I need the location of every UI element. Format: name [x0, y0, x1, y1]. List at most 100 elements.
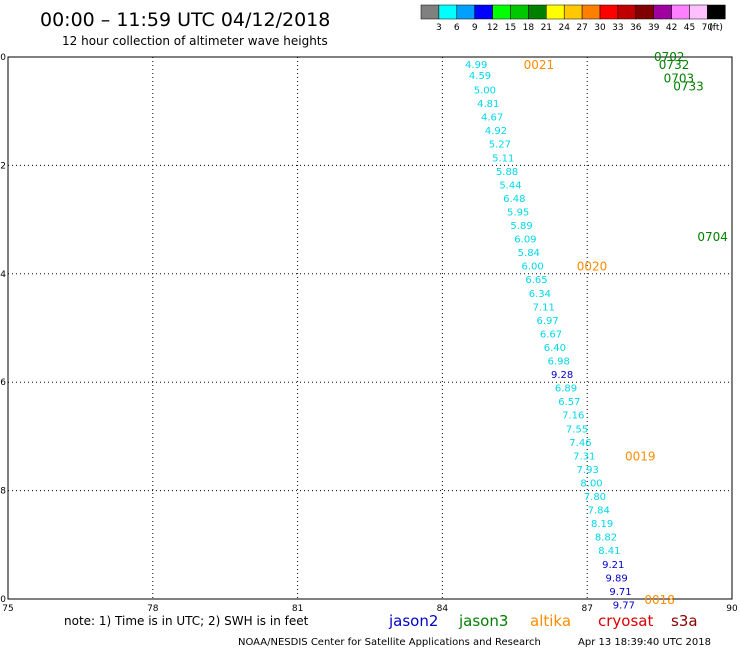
wave-height-value: 8.82 [595, 533, 617, 544]
y-tick-label: -2 [0, 161, 6, 171]
y-tick-label: -10 [0, 595, 6, 605]
color-scale-swatch [599, 4, 619, 20]
wave-height-value: 7.84 [588, 506, 610, 517]
color-scale-swatch [653, 4, 672, 20]
wave-height-value: 4.81 [477, 99, 499, 110]
color-scale-label: 36 [630, 23, 642, 33]
pass-time-label: 0702 [654, 50, 685, 64]
wave-height-value: 8.00 [580, 478, 602, 489]
color-scale-legend: 3 6 9 12 15 18 21 24 27 30 33 36 39 42 45 70(ft) [420, 4, 726, 33]
color-scale-swatch [689, 4, 708, 20]
y-axis-ticks: 0 -2 -4 -6 -8 -10 [0, 53, 6, 605]
pass-time-label: 0704 [697, 230, 728, 244]
pass-time-label: 0703 [664, 72, 695, 86]
wave-height-value: 6.57 [558, 397, 580, 408]
x-tick-label: 87 [581, 604, 592, 614]
wave-height-value: 5.00 [474, 86, 496, 97]
wave-height-value: 6.89 [555, 384, 577, 395]
color-scale-label: 42 [666, 23, 677, 33]
wave-height-value: 5.27 [489, 140, 511, 151]
y-tick-label: -6 [0, 378, 6, 388]
x-tick-label: 78 [147, 604, 159, 614]
color-scale-swatch [707, 4, 726, 20]
wave-height-value: 9.89 [606, 573, 628, 584]
x-tick-label: 75 [2, 604, 13, 614]
pass-time-label: 0733 [673, 80, 704, 94]
satellite-legend-jason2: jason2 [388, 612, 438, 630]
note-text: note: 1) Time is in UTC; 2) SWH is in fe… [64, 614, 309, 628]
pass-time-label: 0020 [577, 260, 608, 274]
wave-height-value: 6.40 [544, 343, 566, 354]
wave-height-value: 9.77 [613, 600, 635, 611]
wave-height-value: 7.93 [577, 465, 599, 476]
wave-height-value: 7.16 [562, 411, 584, 422]
color-scale-label: 30 [594, 23, 606, 33]
footer-timestamp: Apr 13 18:39:40 UTC 2018 [578, 637, 711, 648]
wave-height-value: 5.84 [518, 248, 540, 259]
wave-height-value: 9.28 [551, 370, 573, 381]
wave-height-value: 9.71 [609, 587, 631, 598]
color-scale-swatch [510, 4, 529, 20]
wave-height-value: 5.95 [507, 207, 529, 218]
plot-border [7, 56, 733, 600]
wave-height-value: 6.00 [522, 262, 544, 273]
color-scale-swatch [420, 4, 440, 20]
color-scale-swatch [438, 4, 458, 20]
wave-height-value: 5.88 [496, 167, 518, 178]
color-scale-label: 15 [505, 23, 516, 33]
wave-height-value: 5.44 [499, 180, 521, 191]
pass-time-label: 0019 [625, 449, 656, 463]
wave-height-value: 4.99 [465, 60, 487, 71]
color-scale-label: 9 [472, 23, 478, 33]
footer-credit: NOAA/NESDIS Center for Satellite Applica… [238, 637, 541, 648]
satellite-legend-jason3: jason3 [458, 612, 508, 630]
wave-height-value: 9.21 [602, 560, 624, 571]
color-scale-unit: (ft) [709, 23, 723, 33]
color-scale-label: 18 [523, 23, 535, 33]
satellite-legend-s3a: s3a [671, 612, 698, 630]
color-scale-swatch [671, 4, 690, 20]
chart-title: 00:00 – 11:59 UTC 04/12/2018 [40, 9, 330, 31]
y-tick-label: 0 [0, 53, 6, 63]
wave-height-value: 6.48 [503, 194, 525, 205]
x-axis-ticks: 75 78 81 84 87 90 [2, 604, 738, 614]
color-scale-swatch [474, 4, 493, 20]
color-scale-label: 21 [541, 23, 552, 33]
color-scale-swatch [456, 4, 475, 20]
pass-time-label: 0018 [644, 593, 675, 607]
color-scale-swatch [581, 4, 601, 20]
wave-height-points: 4.994.59 5.00 4.81 4.67 4.92 5.27 5.11 5.88 5.44… [465, 60, 635, 611]
wave-height-value: 8.41 [598, 546, 620, 557]
color-scale-label: 45 [684, 23, 695, 33]
wave-height-value: 8.19 [591, 519, 613, 530]
wave-height-value: 6.97 [536, 316, 558, 327]
wave-height-value: 7.80 [584, 492, 606, 503]
wave-height-value: 4.92 [485, 126, 507, 137]
pass-time-label: 0021 [524, 58, 555, 72]
satellite-legend-altika: altika [530, 612, 571, 630]
color-scale-swatch [617, 4, 637, 20]
color-scale-label: 33 [612, 23, 623, 33]
wave-height-value: 7.11 [533, 302, 555, 313]
pass-time-label: 0732 [659, 58, 690, 72]
satellite-legend: jason2 jason3 altika cryosat s3a [388, 612, 698, 630]
wave-height-value: 4.59 [469, 71, 491, 82]
wave-height-value: 6.09 [514, 235, 536, 246]
color-scale-label: 12 [487, 23, 498, 33]
x-tick-label: 81 [292, 604, 303, 614]
color-scale-swatch [528, 4, 547, 20]
x-tick-label: 90 [726, 604, 738, 614]
wave-height-value: 6.65 [525, 275, 547, 286]
x-tick-label: 84 [437, 604, 449, 614]
color-scale-swatch [563, 4, 583, 20]
color-scale-label: 27 [576, 23, 587, 33]
color-scale-swatch [635, 4, 654, 20]
color-scale-swatch [492, 4, 511, 20]
wave-height-value: 7.31 [573, 451, 595, 462]
chart-subtitle: 12 hour collection of altimeter wave hei… [62, 34, 328, 48]
y-tick-label: -4 [0, 270, 6, 280]
color-scale-label: 70 [702, 23, 714, 33]
